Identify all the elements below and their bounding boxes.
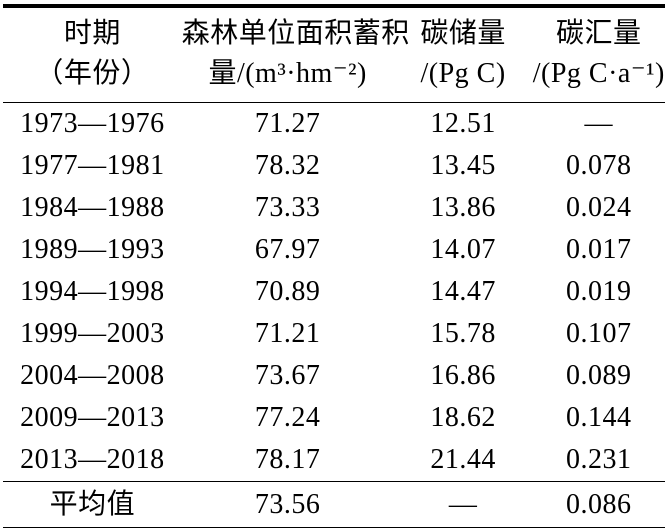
carbon-sink-cell: 0.078 [566,150,632,181]
table-row: 1989—1993 67.97 14.07 0.017 [3,229,665,271]
carbon-storage-cell: 16.86 [430,360,496,391]
table-row: 1977—1981 78.32 13.45 0.078 [3,145,665,187]
period-cell: 1977—1981 [20,150,165,181]
carbon-sink-cell: 0.019 [566,276,632,307]
carbon-storage-cell: 12.51 [430,108,496,139]
header-row-2: （年份） 量/(m³·hm⁻²) /(Pg C) /(Pg C·a⁻¹) [3,54,665,103]
period-cell: 2004—2008 [20,360,165,391]
table-header: 时期 森林单位面积蓄积 碳储量 碳汇量 （年份） 量/(m³·hm⁻²) /(P… [3,6,665,103]
table-body: 1973—1976 71.27 12.51 — 1977—1981 78.32 … [3,103,665,482]
stock-volume-cell: 67.97 [254,234,321,265]
carbon-sink-cell: 0.231 [566,444,632,475]
carbon-storage-cell: 14.07 [430,234,496,265]
stock-volume-cell: 78.32 [254,150,321,181]
carbon-storage-cell: 18.62 [430,402,496,433]
period-cell: 1973—1976 [20,108,165,139]
table-row: 1984—1988 73.33 13.86 0.024 [3,187,665,229]
table-row: 1999—2003 71.21 15.78 0.107 [3,313,665,355]
table-footer: 平均值 73.56 — 0.086 [3,481,665,528]
stock-volume-cell: 70.89 [254,276,321,307]
stock-volume-cell: 73.33 [254,192,321,223]
header-stock-volume: 森林单位面积蓄积 [181,18,410,49]
table-row: 2004—2008 73.67 16.86 0.089 [3,355,665,397]
average-label: 平均值 [49,488,136,520]
stock-volume-cell: 71.27 [254,108,321,139]
carbon-sink-cell: 0.089 [566,360,632,391]
period-cell: 1999—2003 [20,318,165,349]
table-row: 2009—2013 77.24 18.62 0.144 [3,397,665,439]
period-cell: 2009—2013 [20,402,165,433]
period-cell: 1994—1998 [20,276,165,307]
carbon-storage-cell: 13.45 [430,150,496,181]
average-stock-volume-cell: 73.56 [254,488,321,520]
header-carbon-sink-unit: /(Pg C·a⁻¹) [532,58,665,89]
stock-volume-cell: 78.17 [254,444,321,475]
header-period: 时期 [63,18,121,49]
average-carbon-sink-cell: 0.086 [566,488,632,520]
period-cell: 2013—2018 [20,444,165,475]
carbon-sink-cell: 0.107 [566,318,632,349]
average-carbon-storage-cell: — [448,488,478,520]
table-row: 1994—1998 70.89 14.47 0.019 [3,271,665,313]
period-cell: 1989—1993 [20,234,165,265]
header-carbon-storage-unit: /(Pg C) [420,58,506,89]
table-row: 1973—1976 71.27 12.51 — [3,103,665,146]
header-stock-volume-unit: 量/(m³·hm⁻²) [208,58,367,89]
period-cell: 1984—1988 [20,192,165,223]
header-period-unit: （年份） [35,58,150,89]
carbon-storage-cell: 14.47 [430,276,496,307]
carbon-sink-cell: 0.144 [566,402,632,433]
carbon-storage-cell: 13.86 [430,192,496,223]
carbon-storage-cell: 15.78 [430,318,496,349]
header-carbon-storage: 碳储量 [420,18,506,49]
stock-volume-cell: 71.21 [254,318,321,349]
carbon-sink-cell: — [584,108,614,139]
forest-carbon-table: 时期 森林单位面积蓄积 碳储量 碳汇量 （年份） 量/(m³·hm⁻²) /(P… [3,4,665,528]
header-carbon-sink: 碳汇量 [556,18,642,49]
carbon-sink-cell: 0.024 [566,192,632,223]
average-row: 平均值 73.56 — 0.086 [3,482,665,528]
table-row: 2013—2018 78.17 21.44 0.231 [3,439,665,482]
carbon-sink-cell: 0.017 [566,234,632,265]
stock-volume-cell: 77.24 [254,402,321,433]
carbon-storage-cell: 21.44 [430,444,496,475]
stock-volume-cell: 73.67 [254,360,321,391]
header-row-1: 时期 森林单位面积蓄积 碳储量 碳汇量 [3,6,665,54]
